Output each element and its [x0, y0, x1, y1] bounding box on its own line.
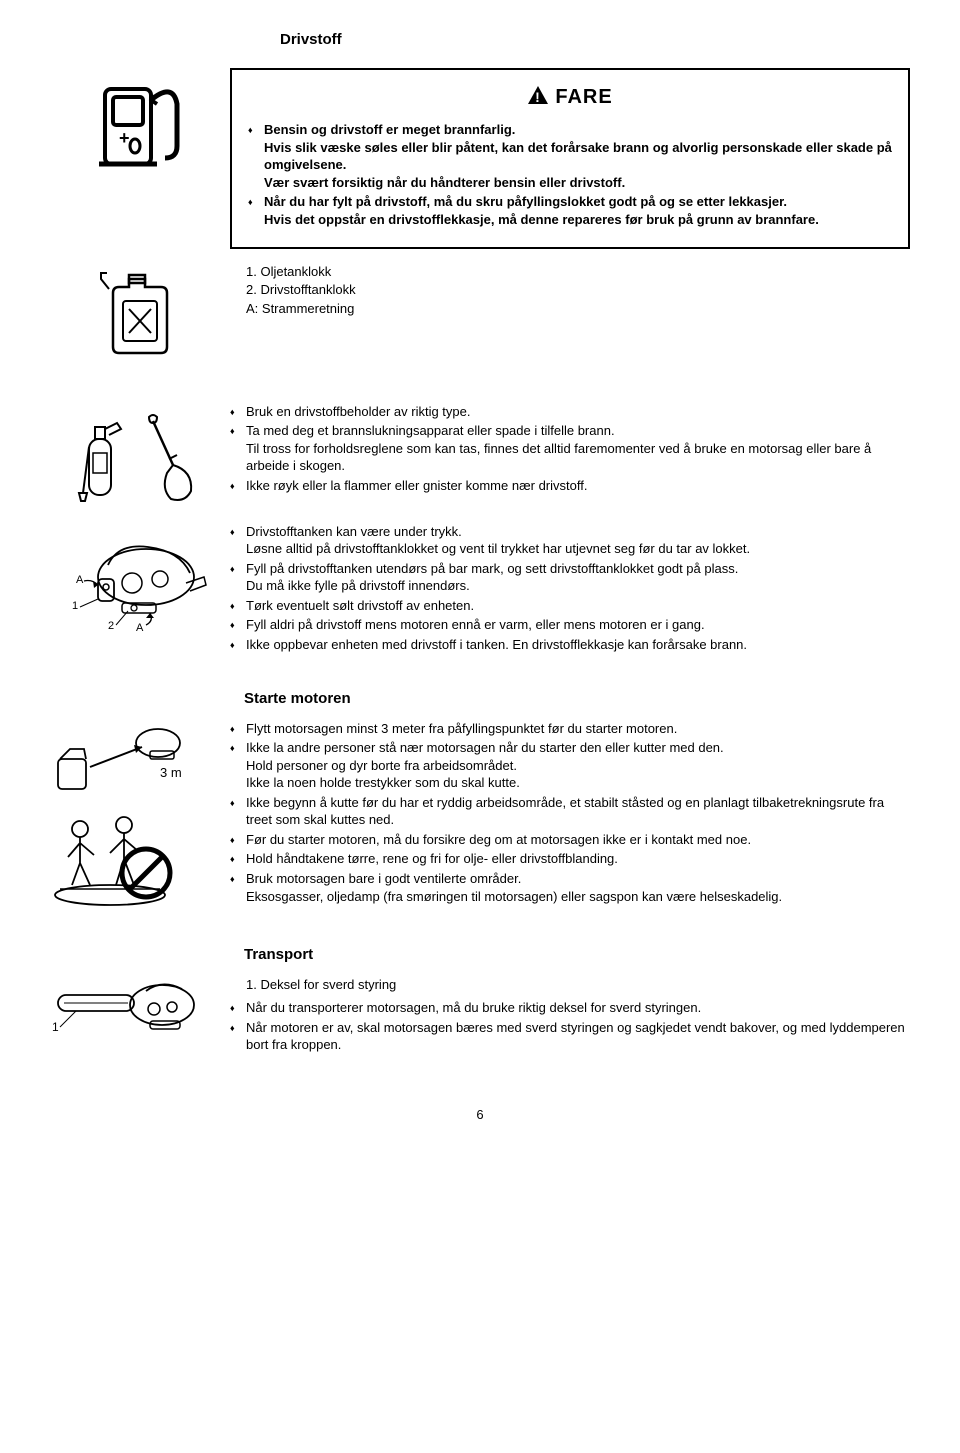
page-title: Drivstoff	[280, 30, 910, 50]
label-A: A	[76, 574, 84, 586]
extinguisher-row: Bruk en drivstoffbeholder av riktig type…	[50, 403, 910, 509]
list-item: Ta med deg et brannslukningsapparat elle…	[230, 422, 910, 475]
bullet-text: Fyll på drivstofftanken utendørs på bar …	[246, 561, 738, 576]
bullet-text: Ikke røyk eller la flammer eller gnister…	[246, 478, 587, 493]
bullet-sub: Til tross for forholdsreglene som kan ta…	[246, 440, 910, 475]
list-item: Før du starter motoren, må du forsikre d…	[230, 831, 910, 849]
fare-bullet: Bensin og drivstoff er meget brannfarlig…	[248, 121, 892, 191]
fare-bullet-text: Bensin og drivstoff er meget brannfarlig…	[264, 122, 515, 137]
extinguisher-bullets: Bruk en drivstoffbeholder av riktig type…	[230, 403, 910, 495]
list-item: Ikke la andre personer stå nær motorsage…	[230, 739, 910, 792]
bullet-text: Flytt motorsagen minst 3 meter fra påfyl…	[246, 721, 677, 736]
fuel-pump-icon: +	[50, 68, 230, 174]
bullet-text: Ikke oppbevar enheten med drivstoff i ta…	[246, 637, 747, 652]
fare-bullets: Bensin og drivstoff er meget brannfarlig…	[248, 121, 892, 228]
bullet-text: Ikke la andre personer stå nær motorsage…	[246, 740, 724, 755]
list-item: Ikke oppbevar enheten med drivstoff i ta…	[230, 636, 910, 654]
list-item: Tørk eventuelt sølt drivstoff av enheten…	[230, 597, 910, 615]
start-icons: 3 m	[50, 669, 230, 911]
list-item: A: Strammeretning	[246, 300, 910, 318]
list-item: Bruk motorsagen bare i godt ventilerte o…	[230, 870, 910, 905]
list-item: Hold håndtakene tørre, rene og fri for o…	[230, 850, 910, 868]
bullet-text: Bruk en drivstoffbeholder av riktig type…	[246, 404, 471, 419]
canister-row: 1. Oljetanklokk 2. Drivstofftanklokk A: …	[50, 263, 910, 359]
transport-bullets: Når du transporterer motorsagen, må du b…	[230, 999, 910, 1054]
label-1: 1	[72, 600, 78, 612]
fare-row: + ! FARE Bensin og drivstoff er meget br…	[50, 68, 910, 248]
list-item: Fyll på drivstofftanken utendørs på bar …	[230, 560, 910, 595]
chainsaw-icon: A 1 2 A	[50, 523, 230, 639]
svg-text:+: +	[119, 128, 130, 148]
bullet-text: Ta med deg et brannslukningsapparat elle…	[246, 423, 615, 438]
bullet-sub: Hold personer og dyr borte fra arbeidsom…	[246, 757, 910, 775]
chainsaw-row: A 1 2 A Drivstofftanken kan være under t…	[50, 523, 910, 656]
transport-label-1: 1	[52, 1020, 59, 1034]
canister-list: 1. Oljetanklokk 2. Drivstofftanklokk A: …	[230, 263, 910, 318]
bullet-text: Ikke begynn å kutte før du har et ryddig…	[246, 795, 884, 828]
bullet-sub: Ikke la noen holde trestykker som du ska…	[246, 774, 910, 792]
list-item: Bruk en drivstoffbeholder av riktig type…	[230, 403, 910, 421]
list-item: Ikke begynn å kutte før du har et ryddig…	[230, 794, 910, 829]
fare-sub: Hvis slik væske søles eller blir påtent,…	[264, 139, 892, 174]
page-number: 6	[50, 1106, 910, 1124]
start-heading: Starte motoren	[244, 689, 910, 709]
bullet-text: Før du starter motoren, må du forsikre d…	[246, 832, 751, 847]
transport-icon: 1	[50, 925, 230, 1045]
svg-text:!: !	[535, 89, 541, 105]
bullet-text: Når motoren er av, skal motorsagen bæres…	[246, 1020, 905, 1053]
chainsaw-bullets: Drivstofftanken kan være under trykk. Lø…	[230, 523, 910, 654]
bullet-text: Hold håndtakene tørre, rene og fri for o…	[246, 851, 618, 866]
jerrycan-icon	[50, 263, 230, 359]
extinguisher-spade-icon	[50, 403, 230, 509]
distance-label: 3 m	[160, 765, 182, 780]
fare-sub: Vær svært forsiktig når du håndterer ben…	[264, 174, 892, 192]
start-row: 3 m Starte motoren Flytt motorsagen mins…	[50, 669, 910, 911]
bullet-text: Fyll aldri på drivstoff mens motoren enn…	[246, 617, 705, 632]
bullet-text: Bruk motorsagen bare i godt ventilerte o…	[246, 871, 521, 886]
fare-label: FARE	[555, 86, 612, 108]
bullet-sub: Du må ikke fylle på drivstoff innendørs.	[246, 577, 910, 595]
transport-numbered: 1. Deksel for sverd styring	[230, 976, 910, 994]
bullet-text: Når du transporterer motorsagen, må du b…	[246, 1000, 701, 1015]
bullet-text: Drivstofftanken kan være under trykk.	[246, 524, 462, 539]
transport-heading: Transport	[244, 945, 910, 965]
list-item: Ikke røyk eller la flammer eller gnister…	[230, 477, 910, 495]
bullet-sub: Eksosgasser, oljedamp (fra smøringen til…	[246, 888, 910, 906]
list-item: Når motoren er av, skal motorsagen bæres…	[230, 1019, 910, 1054]
list-item: 1. Deksel for sverd styring	[246, 976, 910, 994]
label-2: 2	[108, 620, 114, 632]
list-item: 2. Drivstofftanklokk	[246, 281, 910, 299]
list-item: Flytt motorsagen minst 3 meter fra påfyl…	[230, 720, 910, 738]
fare-bullet: Når du har fylt på drivstoff, må du skru…	[248, 193, 892, 228]
warning-triangle-icon: !	[527, 85, 549, 105]
bullet-sub: Løsne alltid på drivstofftanklokket og v…	[246, 540, 910, 558]
list-item: Fyll aldri på drivstoff mens motoren enn…	[230, 616, 910, 634]
fare-bullet-text: Når du har fylt på drivstoff, må du skru…	[264, 194, 787, 209]
transport-row: 1 Transport 1. Deksel for sverd styring …	[50, 925, 910, 1055]
label-A2: A	[136, 622, 144, 634]
list-item: Når du transporterer motorsagen, må du b…	[230, 999, 910, 1017]
fare-header: ! FARE	[248, 84, 892, 111]
list-item: Drivstofftanken kan være under trykk. Lø…	[230, 523, 910, 558]
start-bullets: Flytt motorsagen minst 3 meter fra påfyl…	[230, 720, 910, 905]
list-item: 1. Oljetanklokk	[246, 263, 910, 281]
fare-sub: Hvis det oppstår en drivstofflekkasje, m…	[264, 211, 892, 229]
bullet-text: Tørk eventuelt sølt drivstoff av enheten…	[246, 598, 474, 613]
fare-box: ! FARE Bensin og drivstoff er meget bran…	[230, 68, 910, 248]
